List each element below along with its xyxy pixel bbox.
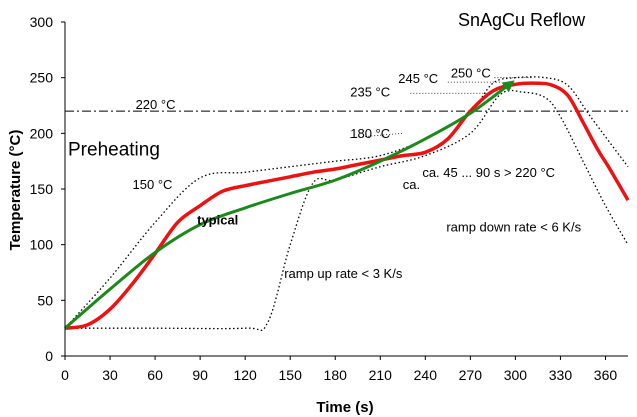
annotation-label: ramp down rate < 6 K/s	[446, 219, 581, 234]
annotation-label: 235 °C	[350, 85, 390, 100]
x-tick-label: 30	[102, 367, 118, 383]
ticks: 0 30 60 90 120 150 180 210 240 270 300 330 360 0 50 100…	[30, 14, 618, 383]
y-tick-label: 50	[37, 292, 53, 308]
y-tick-label: 300	[30, 14, 54, 30]
annotation-label: ca. 45 ... 90 s > 220 °C	[422, 165, 555, 180]
annotation-label: 245 °C	[398, 71, 438, 86]
annotation-label: ramp up rate < 3 K/s	[284, 266, 403, 281]
x-tick-label: 330	[549, 367, 573, 383]
y-axis-label: Temperature (°C)	[7, 130, 24, 251]
annotation-label: typical	[197, 213, 238, 228]
x-tick-label: 240	[414, 367, 438, 383]
x-tick-label: 270	[459, 367, 483, 383]
upper-bound-curve	[64, 76, 629, 329]
annotation-label: 220 °C	[136, 97, 176, 112]
x-tick-label: 180	[324, 367, 348, 383]
series-layer	[64, 76, 630, 331]
x-axis-label: Time (s)	[316, 399, 373, 416]
y-tick-label: 250	[30, 70, 54, 86]
annotation-label: ca.	[403, 177, 420, 192]
typical-curve	[64, 80, 515, 330]
x-tick-label: 210	[369, 367, 393, 383]
x-tick-label: 360	[594, 367, 618, 383]
x-tick-label: 0	[61, 367, 69, 383]
annotations: Preheating 150 °C typical ramp up rate < 3 …	[68, 66, 582, 281]
y-tick-label: 150	[30, 181, 54, 197]
measured-profile-curve	[64, 81, 630, 330]
x-tick-label: 120	[233, 367, 257, 383]
annotation-label: 180 °C	[350, 126, 390, 141]
annotation-label: 250 °C	[451, 66, 491, 81]
chart-title: SnAgCu Reflow	[458, 10, 586, 30]
annotation-label: Preheating	[68, 140, 160, 161]
y-tick-label: 0	[45, 348, 53, 364]
x-tick-label: 90	[192, 367, 208, 383]
y-tick-label: 100	[30, 237, 54, 253]
plot-area	[64, 76, 630, 331]
x-tick-label: 300	[504, 367, 528, 383]
y-tick-label: 200	[30, 125, 54, 141]
x-tick-label: 60	[147, 367, 163, 383]
annotation-label: 150 °C	[133, 177, 173, 192]
annotation-connectors	[350, 77, 534, 139]
x-tick-label: 150	[279, 367, 303, 383]
lower-bound-curve	[65, 89, 629, 331]
